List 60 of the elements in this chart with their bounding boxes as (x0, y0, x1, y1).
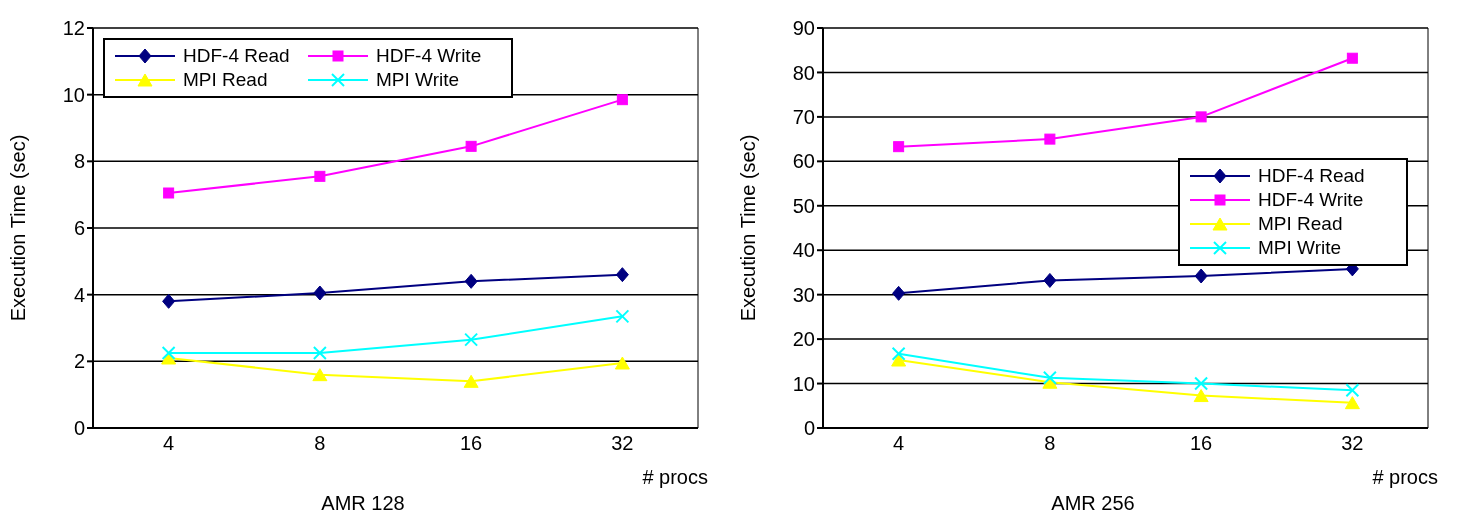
x-axis-title: # procs (642, 466, 708, 489)
legend-label: MPI Read (1258, 212, 1343, 236)
y-tick-label: 4 (73, 283, 85, 306)
y-tick-label: 70 (792, 105, 815, 128)
x-axis-title: # procs (1372, 466, 1438, 489)
point (1193, 389, 1209, 403)
text: AMR 128 (320, 492, 406, 515)
point (891, 353, 907, 367)
point (313, 285, 327, 301)
y-tick-label: 80 (792, 61, 815, 84)
y-tick-label: 0 (803, 417, 815, 440)
point (465, 140, 477, 152)
x-tick-label: 4 (893, 432, 905, 455)
x-tick-label: 16 (1190, 432, 1213, 455)
point (614, 356, 630, 370)
point (1346, 52, 1358, 64)
legend-label: HDF-4 Read (183, 44, 290, 68)
point (892, 285, 906, 301)
x-tick-label: 8 (314, 432, 326, 455)
legend-label: MPI Read (183, 68, 268, 92)
point (314, 170, 326, 182)
y-tick-label: 2 (73, 350, 85, 373)
legend-label: HDF-4 Read (1258, 164, 1365, 188)
point (162, 293, 176, 309)
x-tick-label: 8 (1044, 432, 1056, 455)
point (463, 374, 479, 388)
y-tick-label: 60 (792, 150, 815, 173)
y-axis-title: Execution Time (sec) (7, 134, 30, 322)
y-tick-label: 8 (73, 150, 85, 173)
legend-label: HDF-4 Write (1258, 188, 1364, 212)
y-tick-label: 10 (62, 83, 85, 106)
point (1044, 133, 1056, 145)
y-tick-label: 0 (73, 417, 85, 440)
point (163, 187, 175, 199)
x-tick-label: 16 (460, 432, 483, 455)
y-tick-label: 50 (792, 194, 815, 217)
x-tick-label: 32 (611, 432, 634, 455)
point (1194, 268, 1208, 284)
legend-label: HDF-4 Write (376, 44, 482, 68)
point (615, 267, 629, 283)
text: AMR 256 (1050, 492, 1136, 515)
point (312, 368, 328, 382)
point (464, 273, 478, 289)
legend-label: MPI Write (376, 68, 460, 92)
y-tick-label: 40 (792, 239, 815, 262)
point (893, 141, 905, 153)
y-tick-label: 12 (62, 17, 85, 40)
x-tick-label: 32 (1341, 432, 1364, 455)
point (616, 94, 628, 106)
y-tick-label: 20 (792, 328, 815, 351)
y-tick-label: 6 (73, 217, 85, 240)
point (1344, 396, 1360, 410)
point (1195, 111, 1207, 123)
x-tick-label: 4 (163, 432, 175, 455)
y-tick-label: 10 (792, 372, 815, 395)
legend-label: MPI Write (1258, 236, 1342, 260)
point (1043, 272, 1057, 288)
y-tick-label: 30 (792, 283, 815, 306)
y-tick-label: 90 (792, 17, 815, 40)
y-axis-title: Execution Time (sec) (737, 134, 760, 322)
